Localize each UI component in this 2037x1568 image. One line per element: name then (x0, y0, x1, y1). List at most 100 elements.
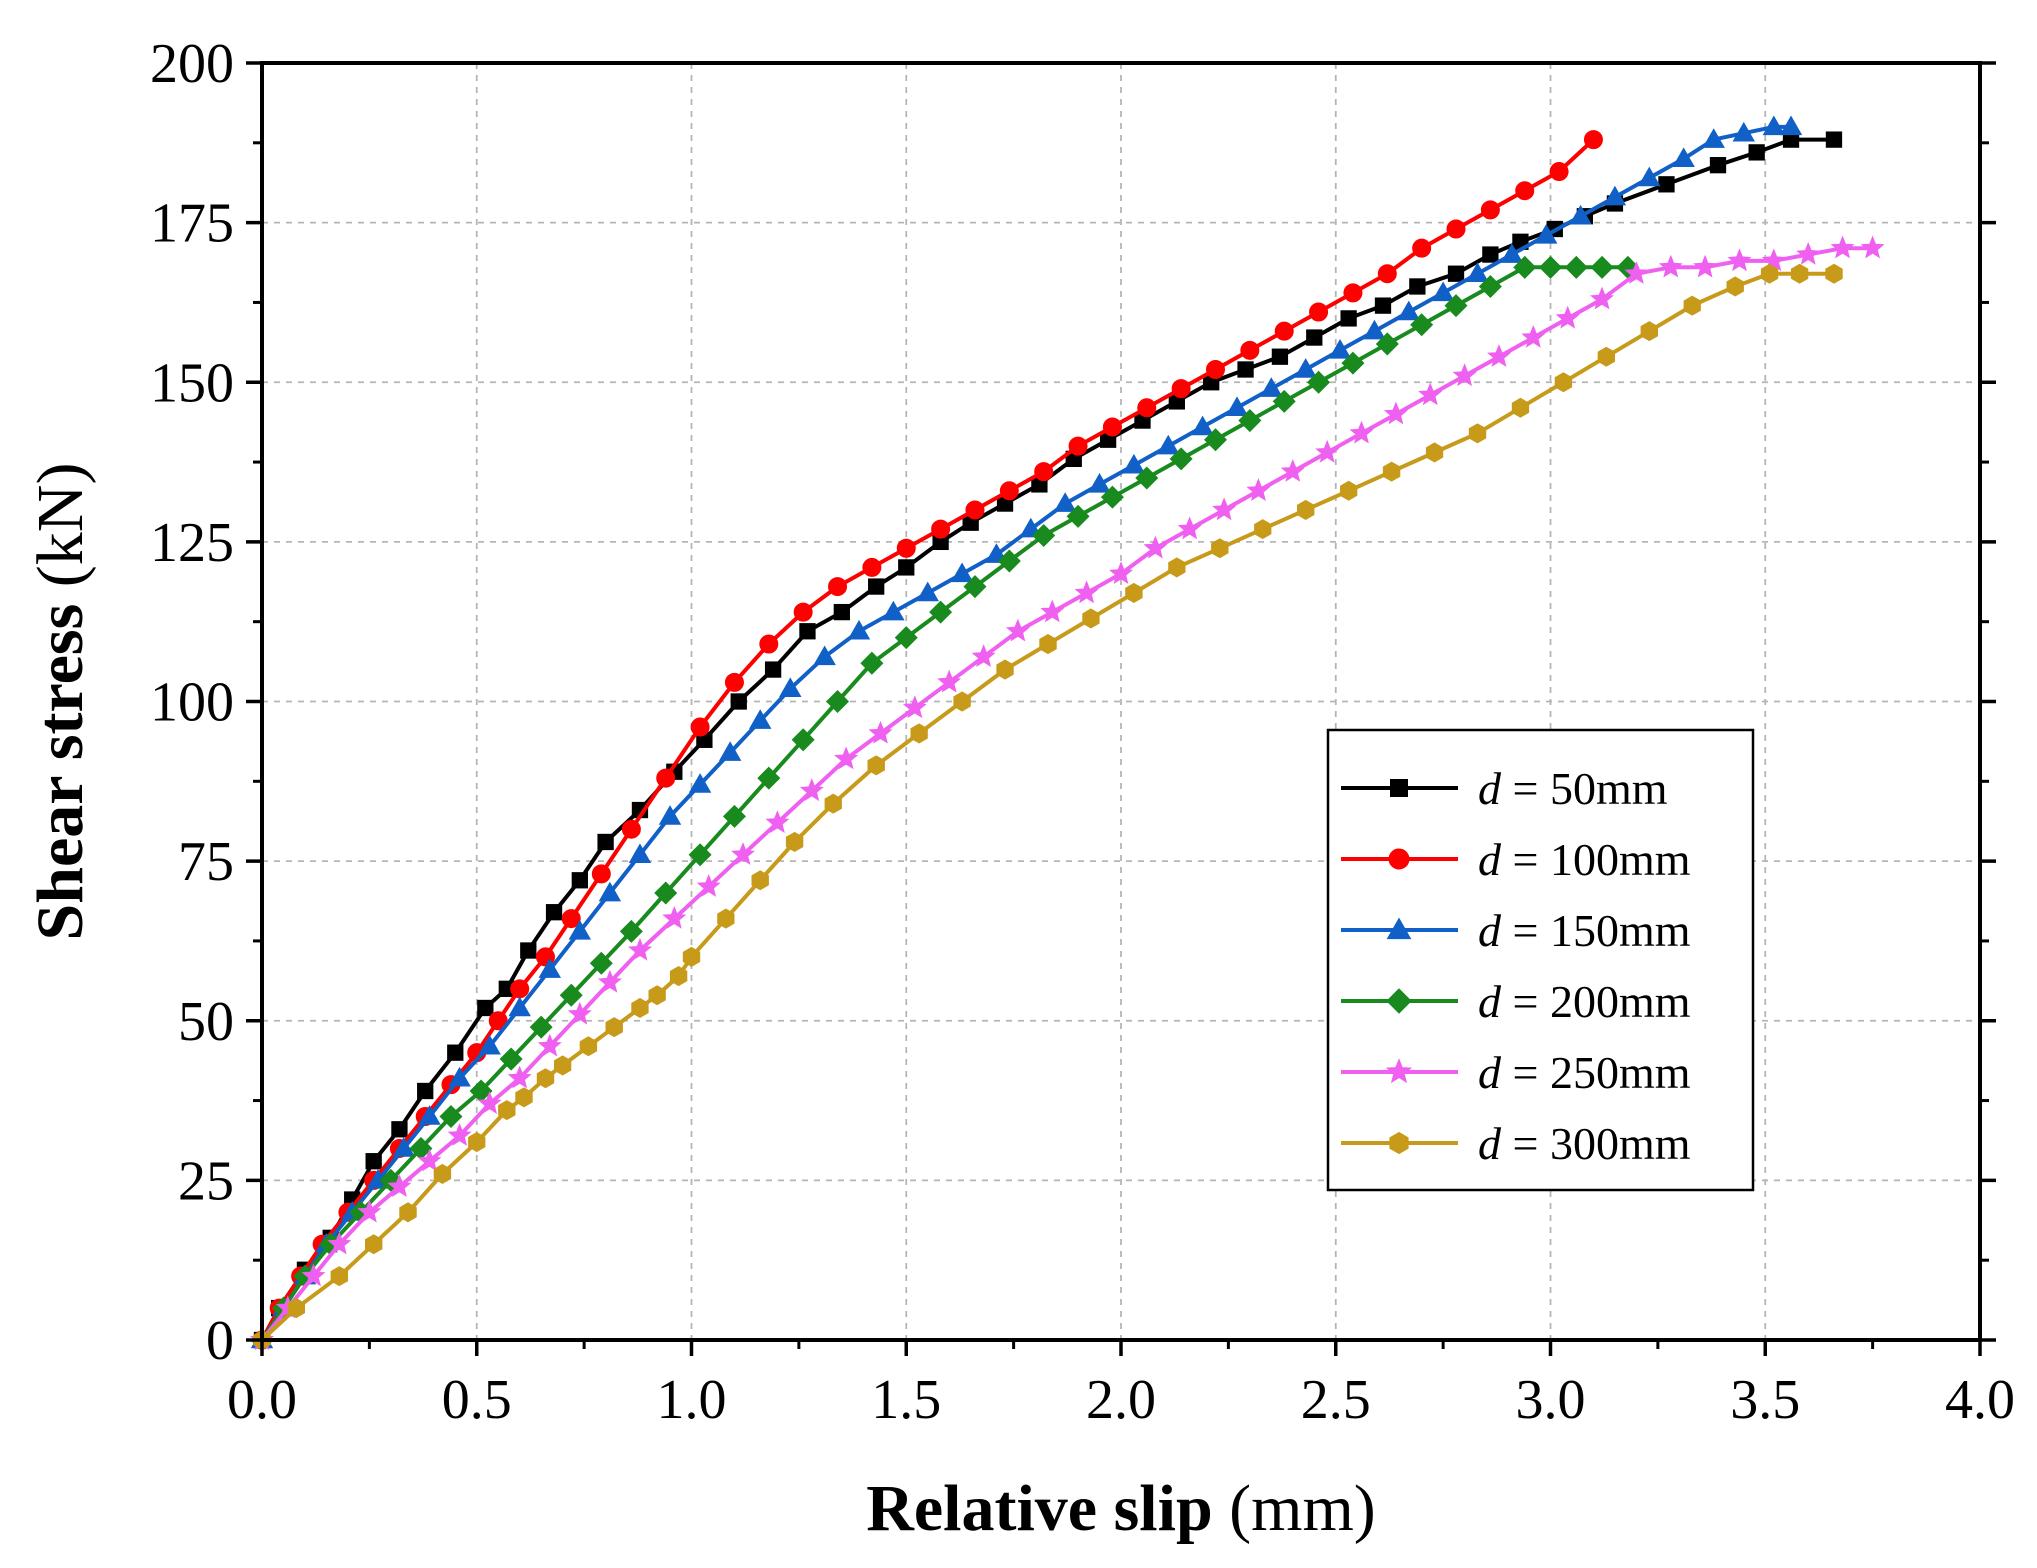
data-point (1363, 319, 1386, 340)
data-point (799, 623, 816, 640)
data-point (1068, 436, 1088, 456)
legend-marker (1390, 779, 1408, 797)
data-point (554, 1055, 572, 1076)
data-point (1171, 379, 1191, 399)
legend-var: d (1478, 905, 1502, 956)
data-point (1538, 255, 1563, 279)
data-point (515, 1087, 533, 1108)
data-point (862, 557, 882, 577)
data-point (391, 1121, 408, 1138)
x-tick-label: 3.5 (1730, 1369, 1800, 1431)
data-point (826, 689, 850, 714)
data-point (365, 1153, 382, 1170)
data-point (1446, 219, 1466, 239)
legend-marker (1389, 1131, 1409, 1155)
data-point (537, 1033, 562, 1057)
data-point (765, 810, 790, 833)
data-point (1431, 281, 1455, 302)
y-tick-label: 100 (150, 672, 234, 734)
data-point (1294, 358, 1317, 378)
data-point (1297, 499, 1315, 520)
data-point (662, 905, 687, 929)
data-point (1246, 478, 1271, 501)
data-point (1309, 302, 1329, 322)
data-point (520, 942, 537, 959)
data-point (1225, 396, 1249, 417)
data-point (682, 946, 701, 967)
data-point (1307, 370, 1331, 394)
data-point (656, 768, 676, 788)
data-point (1583, 130, 1603, 150)
legend-label: d = 150mm (1478, 905, 1691, 956)
data-point (1732, 121, 1755, 142)
data-point (1211, 538, 1229, 559)
data-point (1761, 248, 1786, 272)
data-point (1238, 409, 1262, 433)
data-point (1597, 346, 1615, 367)
data-point (559, 983, 583, 1007)
data-point (1444, 294, 1468, 318)
data-point (1237, 361, 1254, 378)
x-tick-label: 3.0 (1516, 1369, 1586, 1431)
data-point (1554, 372, 1573, 393)
y-axis-title-unit: (kN) (24, 463, 97, 604)
data-point (828, 577, 848, 597)
data-point (605, 1017, 623, 1038)
legend-marker (1386, 917, 1412, 940)
legend-var: d (1478, 763, 1502, 814)
y-tick-label: 0 (206, 1310, 234, 1372)
data-point (1521, 324, 1546, 348)
data-point (448, 1066, 471, 1087)
data-point (757, 766, 781, 790)
data-point (1340, 480, 1358, 501)
data-point (1340, 310, 1357, 327)
series-layer (250, 115, 1885, 1352)
data-point (545, 904, 563, 921)
data-point (1102, 417, 1122, 437)
data-point (1726, 276, 1744, 297)
data-point (1468, 423, 1487, 444)
data-point (1034, 462, 1054, 482)
data-point (1569, 204, 1592, 225)
x-axis-title-unit: (mm) (1213, 1472, 1376, 1545)
y-tick-label: 50 (178, 991, 234, 1053)
data-point (1466, 262, 1489, 282)
data-point (1328, 338, 1352, 359)
data-point (1658, 254, 1683, 278)
data-point (894, 626, 918, 650)
data-point (860, 651, 884, 675)
data-point (1040, 599, 1065, 623)
data-point (1779, 115, 1803, 136)
data-point (669, 966, 688, 987)
data-point (1315, 439, 1340, 463)
data-point (365, 1234, 383, 1255)
legend-box (1326, 728, 1755, 1192)
x-tick-label: 4.0 (1945, 1369, 2015, 1431)
data-point (1203, 428, 1227, 452)
y-tick-label: 75 (178, 831, 234, 893)
data-point (477, 1091, 502, 1114)
data-point (447, 1123, 472, 1146)
data-point (1383, 401, 1408, 425)
data-point (387, 1174, 412, 1197)
data-point (598, 881, 622, 902)
data-point (468, 1132, 486, 1153)
tick-labels: 0.0 0.5 1.0 1.5 2.0 2.5 3.0 3.5 4.0 0 25 50 75 100 125… (150, 33, 2015, 1431)
y-tick-label: 175 (150, 193, 234, 255)
data-point (1260, 377, 1283, 397)
data-point (1274, 321, 1294, 341)
axis-ticks (246, 61, 1996, 1356)
data-point (1306, 329, 1323, 346)
data-point (813, 645, 836, 666)
data-point (1125, 582, 1143, 603)
data-point (1032, 523, 1056, 547)
data-point (931, 519, 951, 539)
data-point (1349, 420, 1374, 444)
data-point (963, 575, 987, 599)
data-point (1205, 359, 1225, 379)
legend-item: d = 100mm (1341, 834, 1691, 885)
data-point (1122, 453, 1146, 474)
y-tick-label: 200 (150, 33, 234, 95)
data-point (591, 864, 611, 884)
